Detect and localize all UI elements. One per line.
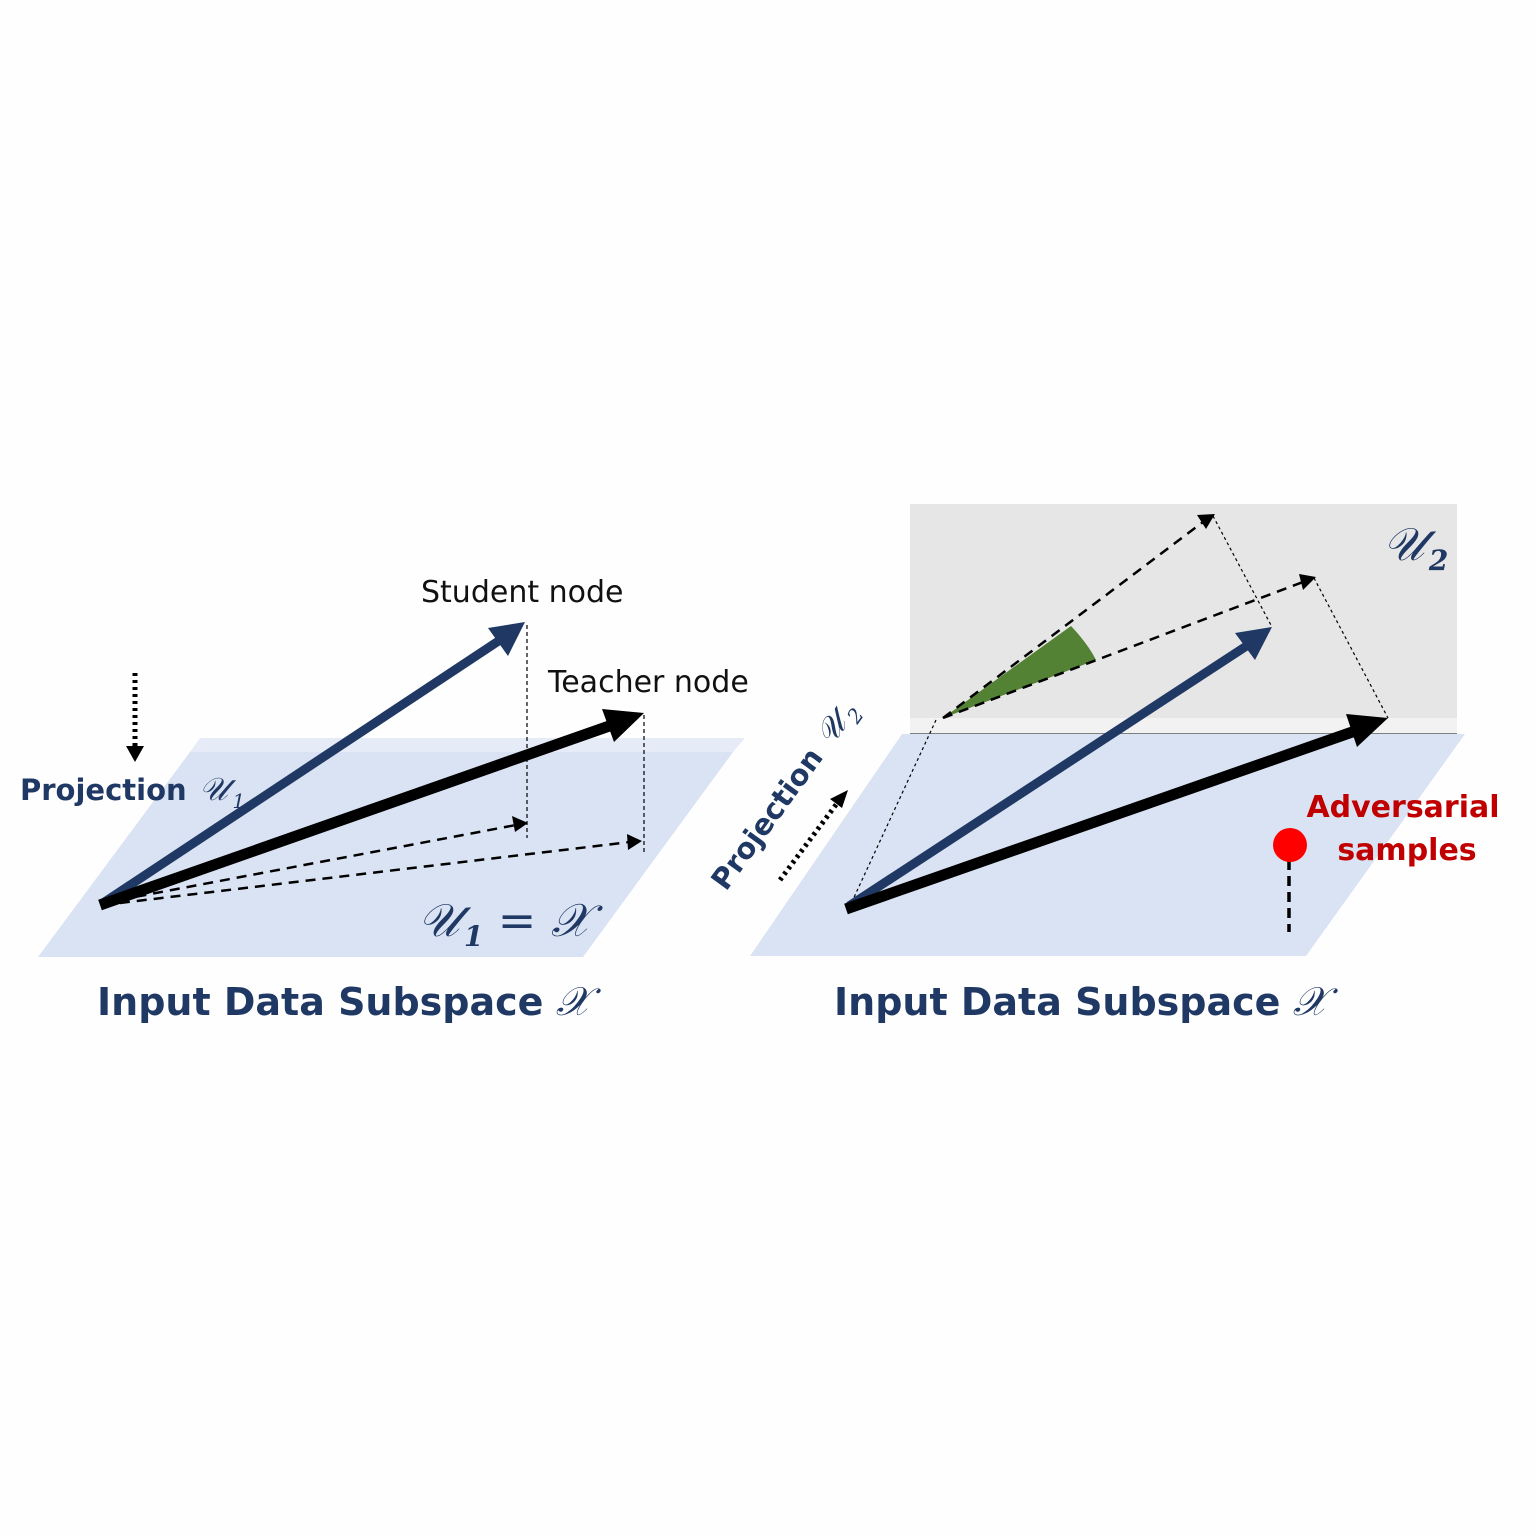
upper-dashed-vector-1 xyxy=(942,521,1204,719)
left-teacher-projection-arrowhead xyxy=(627,834,642,850)
left-input-plane-rim xyxy=(190,738,745,752)
upper-dashed-vector-2 xyxy=(942,580,1304,720)
left-student-vector-head xyxy=(488,622,525,656)
teacher-node-label: Teacher node xyxy=(547,665,749,700)
upper-dashed-vector-1-head xyxy=(1197,514,1215,529)
right-input-plane xyxy=(750,734,1465,956)
student-node-label: Student node xyxy=(421,575,624,610)
upper-connector-2 xyxy=(1313,577,1389,719)
adversarial-label-line2: samples xyxy=(1337,833,1476,868)
left-student-projection-arrowhead xyxy=(512,816,528,832)
left-student-projection-dashed xyxy=(102,823,517,905)
right-projection-arrowhead xyxy=(830,790,848,808)
left-plane-equation: 𝒰 1 = 𝒳 xyxy=(418,893,603,953)
left-input-plane xyxy=(38,752,733,957)
left-teacher-projection-dashed xyxy=(102,840,631,907)
right-panel: 𝒰 2 Projection 𝒰 2 Adversarial samples I… xyxy=(704,504,1500,1025)
right-teacher-vector xyxy=(844,724,1360,915)
upper-dashed-vector-2-head xyxy=(1299,574,1316,590)
left-caption: Input Data Subspace 𝒳 xyxy=(97,979,602,1025)
left-student-vector xyxy=(100,636,503,907)
left-projection-label: Projection 𝒰 1 xyxy=(20,770,245,813)
left-teacher-vector-head xyxy=(602,709,644,742)
adversarial-label-line1: Adversarial xyxy=(1306,790,1499,825)
angle-wedge xyxy=(943,626,1096,718)
right-teacher-vector-head xyxy=(1346,714,1388,747)
upper-connector-1 xyxy=(1212,515,1273,628)
upper-subspace-edge xyxy=(910,718,1457,734)
right-student-vector-head xyxy=(1235,627,1272,660)
right-student-vector xyxy=(846,641,1251,910)
right-caption: Input Data Subspace 𝒳 xyxy=(834,979,1339,1025)
right-projection-dotted-arrow xyxy=(777,800,841,882)
left-teacher-vector xyxy=(98,718,617,911)
origin-connector xyxy=(849,719,937,907)
adversarial-point xyxy=(1273,828,1307,862)
left-panel: Student node Teacher node Projection 𝒰 1… xyxy=(20,575,749,1025)
left-projection-arrowhead xyxy=(126,746,144,762)
